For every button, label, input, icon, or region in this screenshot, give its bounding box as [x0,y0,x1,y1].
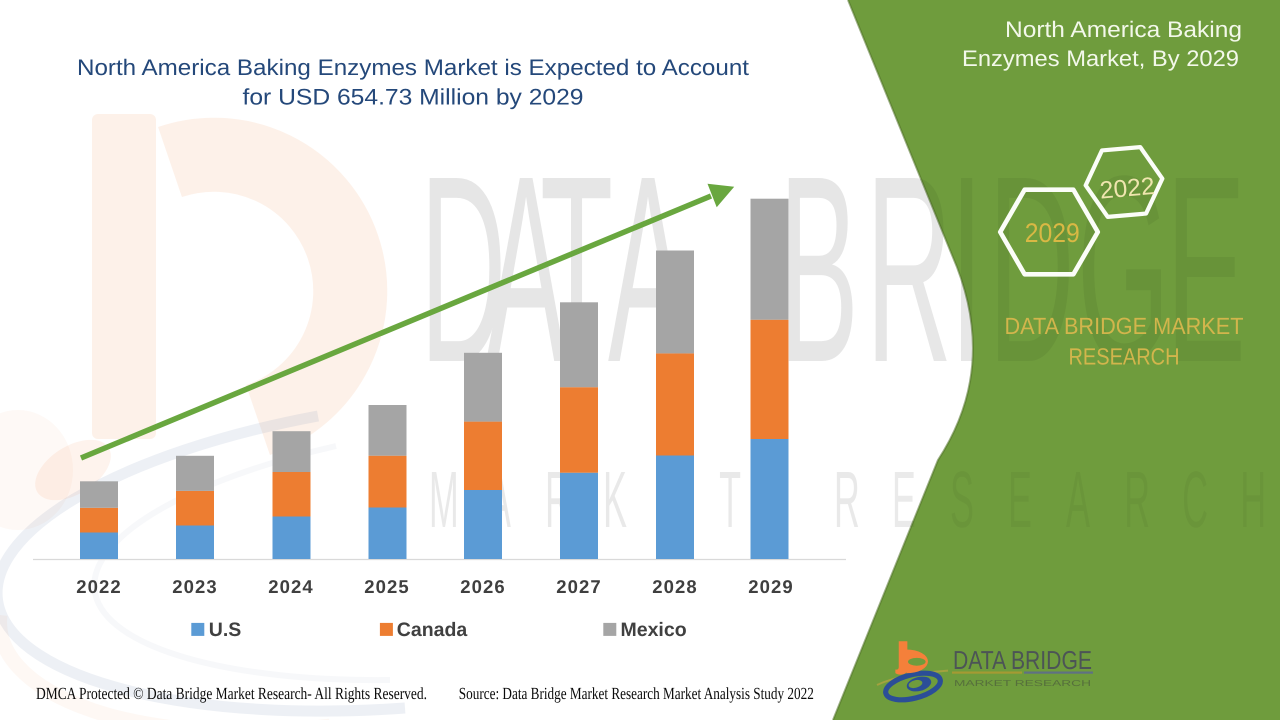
svg-text:2029: 2029 [748,576,794,597]
svg-text:2027: 2027 [556,576,602,597]
svg-text:Enzymes Market, By 2029: Enzymes Market, By 2029 [962,46,1239,71]
svg-text:2026: 2026 [460,576,506,597]
svg-text:Mexico: Mexico [621,619,687,641]
svg-text:North America Baking: North America Baking [1005,17,1242,42]
svg-text:DATA BRIDGE: DATA BRIDGE [953,645,1092,675]
svg-text:RESEARCH: RESEARCH [1069,344,1180,370]
svg-text:DATABRIDGE: DATABRIDGE [420,121,1246,418]
svg-text:DMCA Protected © Data Bridge M: DMCA Protected © Data Bridge Market Rese… [36,684,427,703]
svg-text:2022: 2022 [76,576,122,597]
svg-text:Source: Data Bridge Market Res: Source: Data Bridge Market Research Mark… [459,684,814,703]
svg-text:DATA BRIDGE MARKET: DATA BRIDGE MARKET [1005,313,1244,339]
svg-text:MARKET RESEARCH: MARKET RESEARCH [954,678,1091,688]
svg-text:for USD 654.73 Million by 2029: for USD 654.73 Million by 2029 [243,84,584,109]
svg-text:2023: 2023 [172,576,218,597]
svg-text:North America Baking Enzymes M: North America Baking Enzymes Market is E… [77,55,750,80]
svg-text:2028: 2028 [652,576,698,597]
svg-text:2024: 2024 [268,576,314,597]
svg-text:2025: 2025 [364,576,410,597]
svg-text:2029: 2029 [1025,218,1080,248]
svg-text:U.S: U.S [209,619,242,641]
svg-text:Canada: Canada [397,619,468,641]
svg-text:2022: 2022 [1099,173,1156,205]
